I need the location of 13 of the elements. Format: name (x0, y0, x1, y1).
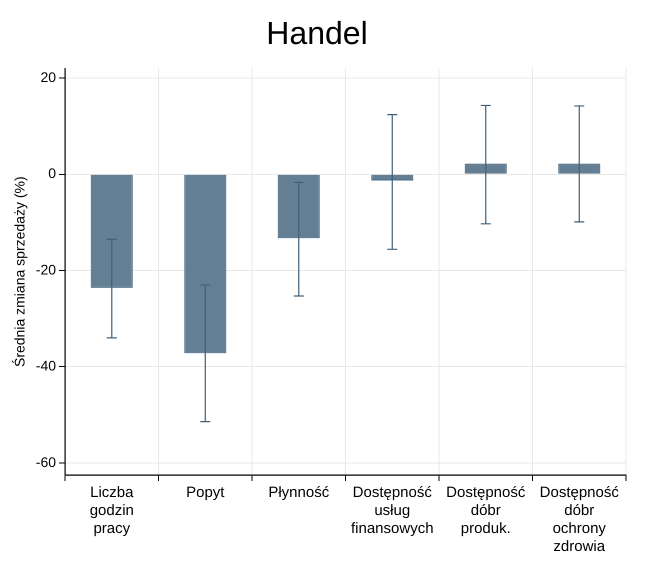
x-tick-label: Płynność (268, 484, 330, 502)
y-tick-label: -40 (36, 358, 56, 374)
x-tick-label: Liczba godzin pracy (90, 484, 134, 538)
y-tick-label: -20 (36, 261, 56, 278)
y-axis-title: Średnia zmiana sprzedaży (%) (11, 176, 28, 368)
x-tick-label: Dostępność usług finansowych (350, 484, 434, 538)
y-tick-label: -60 (36, 454, 56, 470)
x-tick-label: Dostępność dóbr produk. (446, 484, 526, 538)
x-tick-label: Popyt (186, 484, 226, 502)
chart-title: Handel (266, 15, 368, 52)
x-tick-label: Dostępność dóbr ochrony zdrowia (540, 484, 620, 556)
y-tick-label: 0 (48, 165, 56, 182)
y-tick-label: 20 (40, 68, 56, 85)
